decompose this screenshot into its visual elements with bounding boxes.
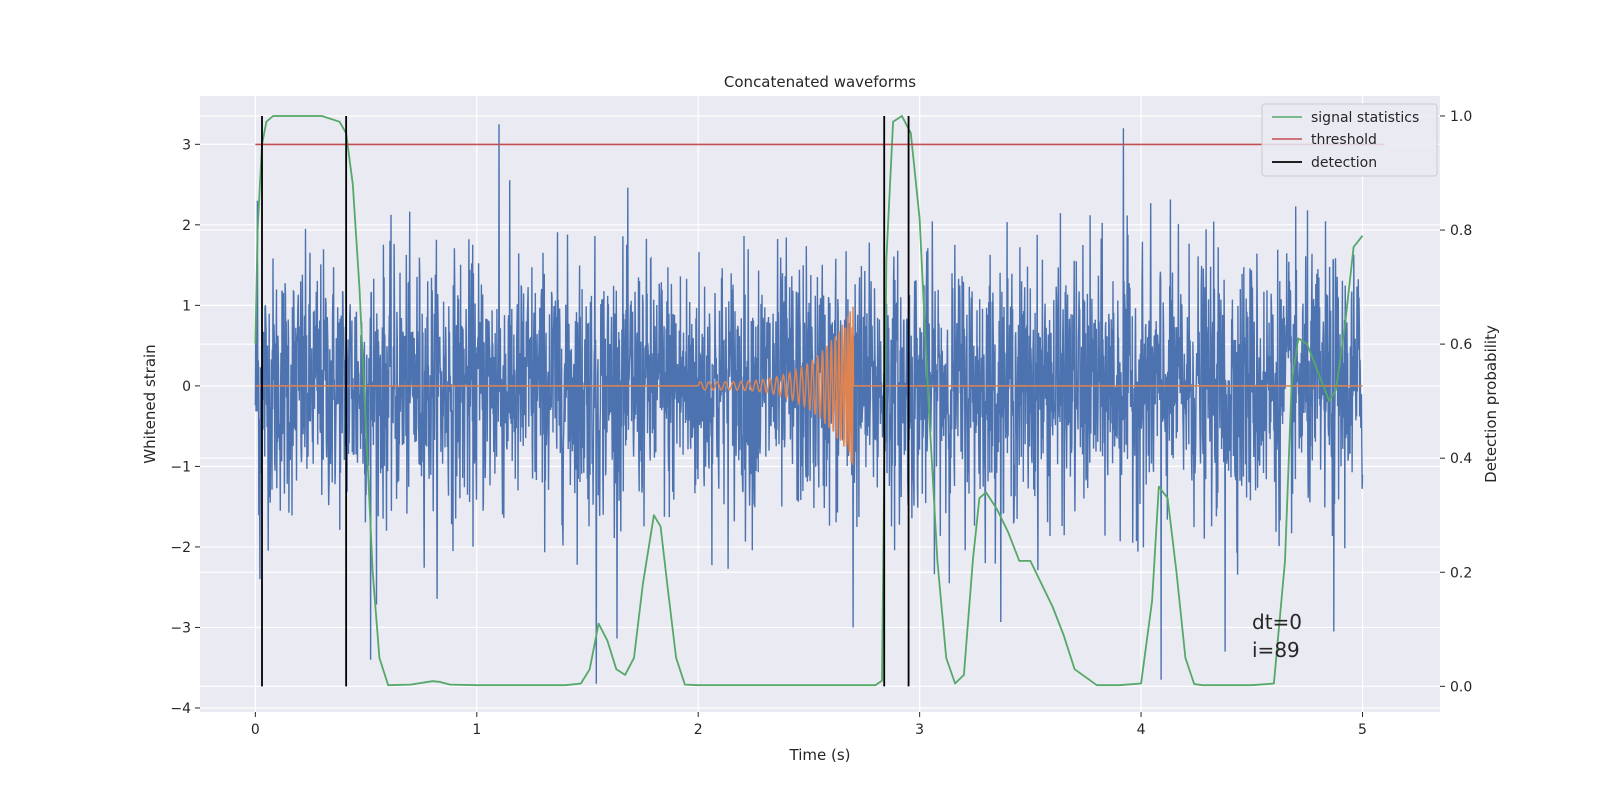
legend-label-threshold: threshold (1311, 132, 1377, 148)
y-tick-label: 0 (182, 379, 191, 395)
annotation: dt=0 i=89 (1252, 610, 1302, 662)
legend-label-signal-statistics: signal statistics (1311, 110, 1419, 126)
y-tick-label: −1 (170, 459, 191, 475)
chart-title: Concatenated waveforms (724, 73, 916, 91)
y-tick-label: 3 (182, 137, 191, 153)
y2-axis-label: Detection probability (1482, 325, 1500, 483)
x-tick-label: 2 (694, 722, 703, 738)
annotation-i: i=89 (1252, 638, 1300, 662)
noise-series-line (254, 124, 1364, 684)
x-tick-label: 0 (251, 722, 260, 738)
y-tick-label: 2 (182, 218, 191, 234)
y-ticks: −4 −3 −2 −1 0 1 2 3 (170, 137, 200, 717)
y2-tick-label: 0.6 (1450, 337, 1472, 353)
y-tick-label: −2 (170, 540, 191, 556)
x-ticks: 0 1 2 3 4 5 (251, 712, 1367, 738)
x-axis-label: Time (s) (789, 746, 851, 764)
x-tick-label: 1 (472, 722, 481, 738)
legend-label-detection: detection (1311, 155, 1377, 171)
y2-tick-label: 0.2 (1450, 565, 1472, 581)
waveform-series-line (255, 306, 1363, 465)
signal-statistics-line (254, 115, 1364, 687)
x-tick-label: 4 (1137, 722, 1146, 738)
legend-box (1261, 103, 1438, 177)
y2-tick-label: 0.0 (1450, 679, 1472, 695)
y2-tick-label: 1.0 (1450, 109, 1472, 125)
y2-tick-label: 0.8 (1450, 223, 1472, 239)
plot-area (254, 115, 1385, 687)
legend: signal statistics threshold detection (1261, 103, 1438, 177)
x-tick-label: 5 (1358, 722, 1367, 738)
y2-ticks: 0.0 0.2 0.4 0.6 0.8 1.0 (1440, 109, 1472, 695)
y-tick-label: 1 (182, 298, 191, 314)
y-axis-label: Whitened strain (141, 344, 159, 463)
annotation-dt: dt=0 (1252, 610, 1302, 634)
y-tick-label: −3 (170, 620, 191, 636)
x-tick-label: 3 (915, 722, 924, 738)
y2-tick-label: 0.4 (1450, 451, 1472, 467)
y-tick-label: −4 (170, 701, 191, 717)
